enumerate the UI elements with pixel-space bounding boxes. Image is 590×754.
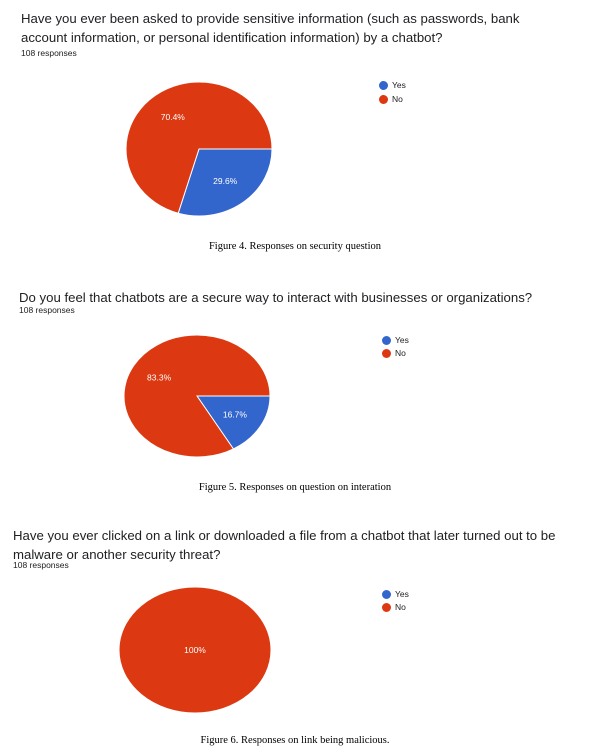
legend-swatch-no bbox=[382, 349, 391, 358]
question-title: Have you ever been asked to provide sens… bbox=[21, 11, 520, 45]
pie-data-label-no: 70.4% bbox=[161, 112, 186, 122]
response-count: 108 responses bbox=[21, 48, 77, 58]
pie-slice-no[interactable] bbox=[118, 586, 272, 714]
legend-item-no[interactable]: No bbox=[382, 348, 462, 360]
figure-caption: Figure 5. Responses on question on inter… bbox=[198, 482, 392, 493]
pie-slice-no[interactable] bbox=[123, 334, 271, 458]
legend-label: No bbox=[395, 348, 406, 358]
legend-item-yes[interactable]: Yes bbox=[379, 80, 459, 92]
legend-label: Yes bbox=[392, 80, 406, 90]
legend-item-yes[interactable]: Yes bbox=[382, 335, 462, 347]
pie-data-label-no: 83.3% bbox=[147, 373, 172, 383]
legend-swatch-yes bbox=[379, 81, 388, 90]
legend-item-no[interactable]: No bbox=[379, 94, 459, 106]
figure-caption: Figure 6. Responses on link being malici… bbox=[200, 735, 390, 746]
legend-swatch-no bbox=[382, 603, 391, 612]
figure-caption: Figure 4. Responses on security question bbox=[208, 241, 382, 252]
question-title: Have you ever clicked on a link or downl… bbox=[13, 528, 556, 562]
legend-item-yes[interactable]: Yes bbox=[382, 589, 462, 601]
pie-slice-yes[interactable] bbox=[177, 148, 273, 217]
pie-chart: 16.7% 83.3% bbox=[123, 334, 271, 458]
legend-label: Yes bbox=[395, 335, 409, 345]
legend-label: No bbox=[392, 94, 403, 104]
response-count: 108 responses bbox=[13, 560, 69, 570]
pie-data-label-no: 100% bbox=[184, 645, 206, 655]
legend-swatch-yes bbox=[382, 336, 391, 345]
legend-swatch-yes bbox=[382, 590, 391, 599]
figure-5: Do you feel that chatbots are a secure w… bbox=[19, 290, 533, 493]
legend-label: No bbox=[395, 602, 406, 612]
legend-swatch-no bbox=[379, 95, 388, 104]
pie-data-label-yes: 29.6% bbox=[213, 176, 238, 186]
pie-slice-no[interactable] bbox=[125, 81, 273, 214]
pie-chart: 29.6% 70.4% bbox=[125, 81, 273, 217]
legend-label: Yes bbox=[395, 589, 409, 599]
pie-slice-yes[interactable] bbox=[196, 395, 271, 450]
response-count: 108 responses bbox=[19, 305, 75, 315]
pie-data-label-yes: 16.7% bbox=[223, 409, 248, 419]
figure-4: Have you ever been asked to provide sens… bbox=[0, 0, 590, 260]
question-title: Do you feel that chatbots are a secure w… bbox=[19, 290, 533, 305]
pie-chart: 100% bbox=[118, 586, 272, 714]
legend-item-no[interactable]: No bbox=[382, 602, 462, 614]
